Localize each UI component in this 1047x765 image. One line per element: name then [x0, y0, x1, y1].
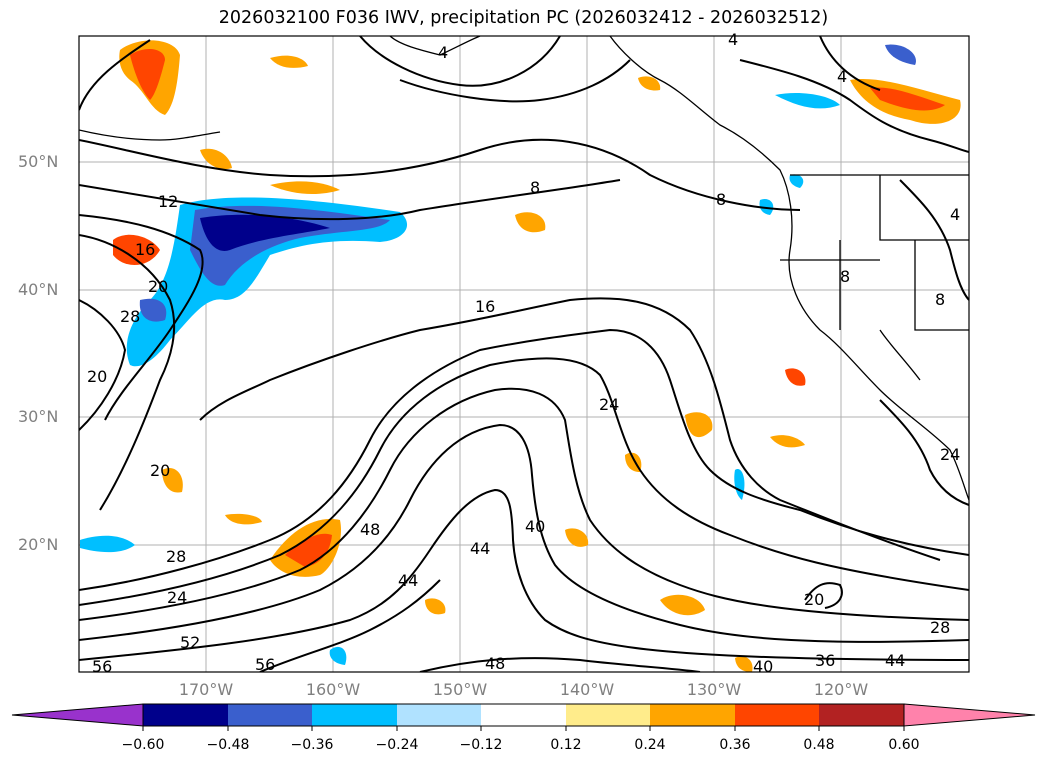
contour-label: 48: [485, 654, 505, 673]
contour-label: 4: [438, 43, 448, 62]
colorbar-swatch: [735, 704, 819, 726]
lat-label: 30°N: [18, 407, 59, 426]
colorbar-swatch: [819, 704, 904, 726]
contour-label: 28: [930, 618, 950, 637]
colorbar-tick-label: 0.60: [888, 737, 920, 753]
contour-label: 24: [940, 445, 960, 464]
contour-label: 24: [599, 395, 619, 414]
contour-label: 28: [120, 307, 140, 326]
colorbar-swatch: [312, 704, 397, 726]
colorbar-tick-label: −0.12: [459, 737, 503, 753]
colorbar-swatch: [228, 704, 312, 726]
contour-label: 16: [135, 240, 155, 259]
colorbar-extend-low: [11, 703, 144, 727]
contour-label: 24: [167, 588, 187, 607]
contour-label: 20: [150, 461, 170, 480]
lon-label: 150°W: [432, 680, 488, 699]
contour-label: 4: [728, 30, 738, 49]
contour-label: 44: [470, 539, 490, 558]
lon-label: 120°W: [813, 680, 869, 699]
lat-label: 50°N: [18, 152, 59, 171]
map-title: 2026032100 F036 IWV, precipitation PC (2…: [218, 8, 829, 28]
colorbar-swatch: [566, 704, 650, 726]
graticule: [79, 36, 969, 672]
lon-label: 130°W: [686, 680, 742, 699]
colorbar-tick-label: 0.12: [550, 737, 582, 753]
lat-label: 40°N: [18, 280, 59, 299]
contour-label: 48: [360, 520, 380, 539]
contour-label: 12: [158, 192, 178, 211]
colorbar-tick-label: 0.24: [634, 737, 666, 753]
contour-label: 16: [475, 297, 495, 316]
precip-negative-area: [80, 44, 916, 665]
contour-label: 36: [815, 651, 835, 670]
precip-positive-area: [113, 40, 961, 672]
colorbar-swatch: [143, 704, 228, 726]
colorbar-tick-label: 0.36: [719, 737, 751, 753]
contour-label: 40: [753, 657, 773, 676]
colorbar-swatch: [650, 704, 735, 726]
colorbar-extend-high: [903, 703, 1036, 727]
coastlines: [79, 36, 969, 501]
lon-label: 170°W: [178, 680, 234, 699]
contour-label: 44: [398, 571, 418, 590]
contour-label: 28: [166, 547, 186, 566]
lat-label: 20°N: [18, 535, 59, 554]
colorbar-tick-label: −0.24: [375, 737, 419, 753]
contour-label: 56: [92, 657, 112, 676]
lon-label: 160°W: [305, 680, 361, 699]
contour-label: 8: [530, 178, 540, 197]
colorbar-swatch: [397, 704, 481, 726]
contour-label: 4: [837, 67, 847, 86]
contour-label: 44: [885, 651, 905, 670]
contour-label: 8: [716, 190, 726, 209]
plot-frame: [78, 35, 970, 673]
contour-label: 52: [180, 633, 200, 652]
contour-label: 20: [87, 367, 107, 386]
contour-label: 20: [148, 277, 168, 296]
colorbar-swatch: [481, 704, 566, 726]
lon-label: 140°W: [559, 680, 615, 699]
contour-label: 20: [804, 590, 824, 609]
contour-label: 8: [840, 267, 850, 286]
colorbar-tick-label: 0.48: [803, 737, 835, 753]
contour-label: 4: [950, 205, 960, 224]
iwv-contours: [79, 36, 969, 672]
colorbar-tick-label: −0.48: [206, 737, 250, 753]
colorbar: [11, 703, 1036, 731]
colorbar-tick-label: −0.36: [290, 737, 334, 753]
contour-label: 40: [525, 517, 545, 536]
contour-label: 8: [935, 290, 945, 309]
contour-label: 56: [255, 655, 275, 674]
colorbar-tick-label: −0.60: [121, 737, 165, 753]
